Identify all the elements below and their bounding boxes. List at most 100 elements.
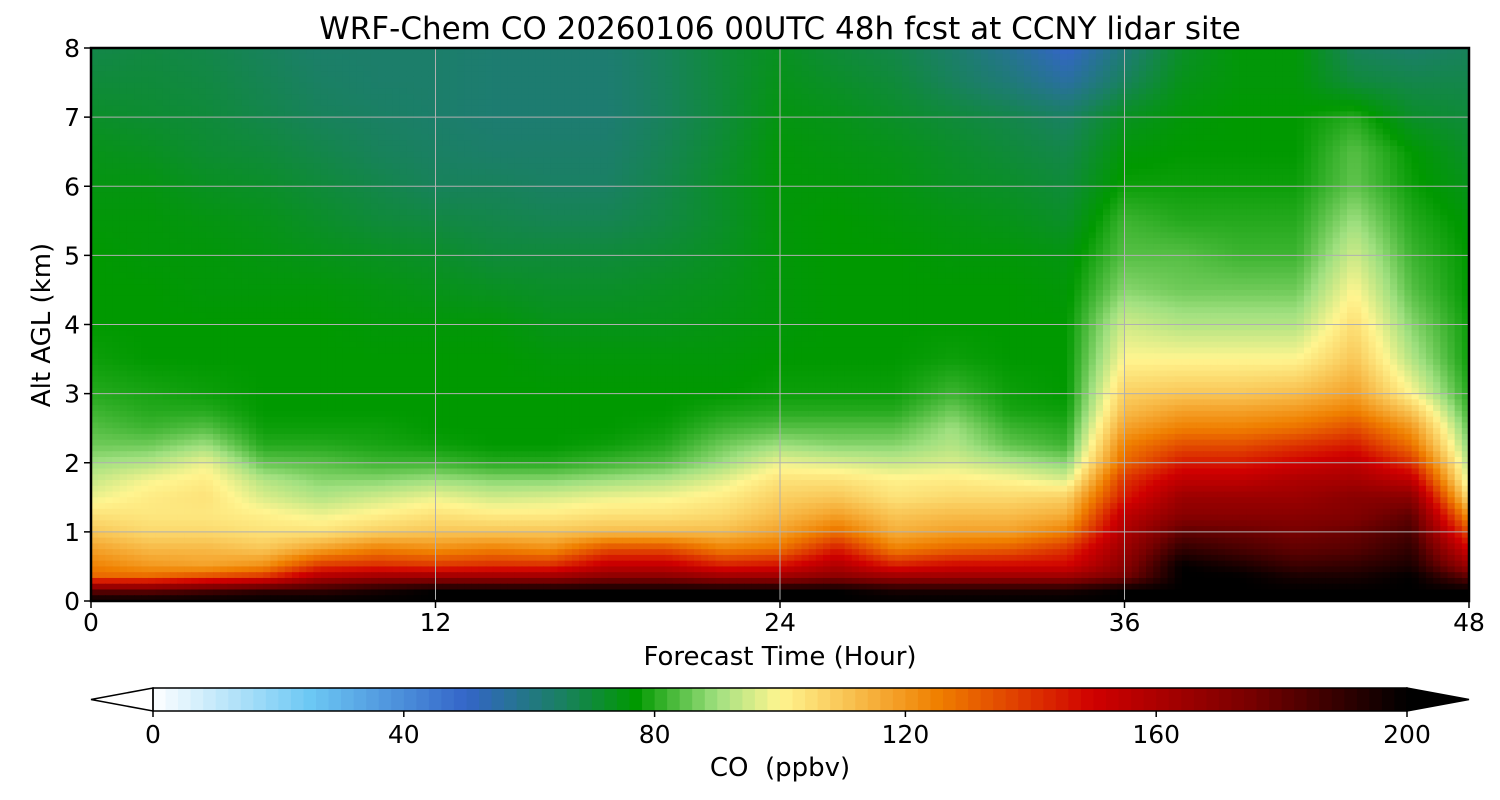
heatmap-cell [148,99,157,107]
heatmap-cell [98,71,106,78]
heatmap-cell [1246,168,1255,176]
heatmap-cell [1189,53,1197,61]
heatmap-cell [1268,88,1276,95]
heatmap-cell [909,111,917,118]
heatmap-cell [284,157,293,164]
heatmap-cell [1016,105,1025,112]
heatmap-cell [1088,65,1097,72]
heatmap-cell [1146,192,1154,199]
heatmap-cell [370,94,379,101]
heatmap-cell [342,163,350,170]
heatmap-cell [464,111,472,118]
heatmap-cell [1339,111,1348,118]
heatmap-cell [1031,88,1039,95]
heatmap-cell [1181,53,1190,61]
heatmap-cell [1138,128,1147,136]
heatmap-cell [385,180,394,187]
heatmap-cell [1303,111,1312,118]
heatmap-cell [1253,122,1262,130]
heatmap-cell [277,192,286,199]
heatmap-cell [521,82,530,89]
heatmap-cell [134,128,142,136]
heatmap-cell [514,145,523,153]
heatmap-cell [1461,59,1469,66]
heatmap-cell [356,111,365,118]
heatmap-cell [973,145,982,153]
heatmap-cell [830,99,839,107]
heatmap-cell [514,71,523,78]
heatmap-cell [729,94,738,101]
heatmap-cell [370,180,379,187]
heatmap-cell [973,53,982,61]
heatmap-cell [277,134,286,141]
heatmap-cell [514,94,523,101]
heatmap-cell [622,71,630,78]
heatmap-cell [550,76,559,84]
heatmap-cell [858,122,867,130]
heatmap-cell [205,186,214,193]
heatmap-cell [134,192,142,199]
heatmap-cell [830,111,839,118]
heatmap-cell [284,128,293,136]
heatmap-cell [593,174,602,182]
heatmap-cell [528,168,537,176]
heatmap-cell [191,174,200,182]
heatmap-cell [1454,168,1463,176]
heatmap-cell [1016,65,1025,72]
heatmap-cell [823,122,831,130]
heatmap-cell [887,53,896,61]
heatmap-cell [1009,145,1018,153]
heatmap-cell [1067,192,1075,199]
heatmap-cell [801,157,810,164]
heatmap-cell [1368,180,1377,187]
heatmap-cell [385,105,394,112]
heatmap-cell [471,186,480,193]
heatmap-cell [1217,53,1226,61]
heatmap-cell [887,99,896,107]
heatmap-cell [1461,145,1469,153]
heatmap-cell [1325,140,1334,147]
heatmap-cell [141,134,150,141]
heatmap-cell [198,140,207,147]
heatmap-cell [1181,117,1190,124]
heatmap-cell [528,180,537,187]
heatmap-cell [1016,76,1025,84]
heatmap-cell [148,134,157,141]
heatmap-cell [614,163,623,170]
heatmap-cell [155,48,164,55]
heatmap-cell [1217,111,1226,118]
heatmap-cell [1210,76,1219,84]
heatmap-cell [1361,180,1370,187]
heatmap-cell [629,122,638,130]
heatmap-cell [880,163,889,170]
heatmap-cell [1052,53,1061,61]
heatmap-cell [909,168,917,176]
heatmap-cell [1275,48,1283,55]
heatmap-cell [873,117,882,124]
heatmap-cell [205,48,214,55]
heatmap-cell [1160,140,1169,147]
heatmap-cell [823,180,831,187]
heatmap-cell [1110,163,1118,170]
heatmap-cell [744,117,752,124]
heatmap-cell [1418,163,1427,170]
heatmap-cell [1260,128,1269,136]
heatmap-cell [1375,180,1384,187]
heatmap-cell [119,186,128,193]
heatmap-cell [263,180,272,187]
heatmap-cell [729,174,738,182]
heatmap-cell [1174,76,1183,84]
heatmap-cell [715,122,724,130]
heatmap-cell [966,105,975,112]
heatmap-cell [1002,163,1011,170]
heatmap-cell [105,94,114,101]
heatmap-cell [866,48,874,55]
heatmap-cell [1038,180,1047,187]
heatmap-cell [514,82,523,89]
heatmap-cell [457,192,465,199]
heatmap-cell [815,88,824,95]
heatmap-cell [500,128,508,136]
heatmap-cell [1124,88,1133,95]
heatmap-cell [1253,128,1262,136]
heatmap-cell [1461,88,1469,95]
